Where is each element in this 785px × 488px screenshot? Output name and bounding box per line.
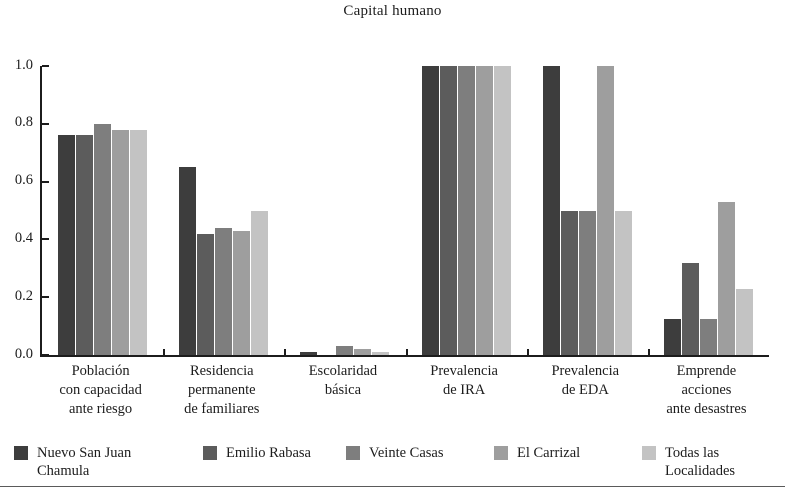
y-axis-tick-mark	[42, 296, 49, 299]
bars-row	[42, 66, 769, 355]
bar	[233, 230, 251, 355]
y-axis-tick-label: 0.4	[14, 229, 33, 246]
category-label: Población con capacidad ante riesgo	[59, 363, 142, 417]
legend-label: Todas las Localidades	[665, 445, 736, 480]
bar	[735, 288, 753, 355]
legend-label: Nuevo San Juan Chamula	[37, 445, 132, 480]
y-axis-tick-mark	[42, 65, 49, 67]
y-axis-tick-label: 0.2	[14, 287, 33, 304]
category-label: Escolaridad básica	[308, 363, 378, 398]
bar	[354, 349, 372, 355]
bar	[76, 135, 94, 355]
bottom-divider	[0, 486, 785, 487]
category-label: Prevalencia de IRA	[430, 363, 498, 398]
category-label: Prevalencia de EDA	[551, 363, 620, 398]
bar-group	[163, 66, 284, 355]
x-axis-tick-mark	[526, 349, 529, 355]
y-axis-tick-mark	[42, 180, 49, 183]
legend-swatch-icon	[14, 446, 28, 460]
bar	[596, 66, 614, 355]
category-label: Emprende acciones ante desastres	[666, 363, 747, 417]
bar	[542, 66, 560, 355]
category-label: Residencia permanente de familiares	[184, 363, 260, 417]
bar-group	[527, 66, 648, 355]
bar	[336, 346, 354, 355]
legend-label: El Carrizal	[517, 445, 581, 461]
bar	[130, 129, 148, 355]
legend-swatch-icon	[346, 446, 360, 460]
legend-swatch-icon	[203, 446, 217, 460]
bar	[58, 135, 76, 355]
bar-group	[648, 66, 769, 355]
y-axis-tick-mark	[42, 122, 49, 125]
bar	[681, 262, 699, 355]
category-labels: Población con capacidad ante riesgo Residen…	[40, 362, 767, 419]
bar	[457, 66, 475, 355]
chart-title: Capital humano	[343, 3, 442, 19]
legend-item: Emilio Rabasa	[203, 444, 311, 462]
bar	[251, 210, 269, 355]
legend-label: Veinte Casas	[369, 445, 444, 461]
legend-item: El Carrizal	[494, 444, 580, 462]
x-axis-tick-mark	[163, 349, 166, 355]
bar	[94, 123, 112, 355]
bar	[699, 318, 717, 355]
x-axis-tick-mark	[647, 349, 650, 355]
y-axis-labels: 0.0 0.2 0.4 0.6 0.8 1.0	[0, 57, 33, 360]
bar	[439, 66, 457, 355]
bar	[578, 210, 596, 355]
x-axis-tick-mark	[405, 349, 408, 355]
y-axis-tick-label: 0.8	[14, 114, 33, 131]
legend-label: Emilio Rabasa	[226, 445, 311, 461]
y-axis-tick-label: 0.0	[14, 345, 33, 362]
legend-item: Nuevo San Juan Chamula	[14, 444, 131, 480]
legend-swatch-icon	[494, 446, 508, 460]
plot-area	[40, 65, 769, 357]
bar-group	[406, 66, 527, 355]
bar	[197, 233, 215, 355]
bar	[421, 66, 439, 355]
y-axis-tick-label: 0.6	[14, 172, 33, 189]
y-axis-tick-mark	[42, 354, 49, 356]
bar	[215, 227, 233, 355]
bar-group	[284, 66, 405, 355]
bar	[112, 129, 130, 355]
bar	[717, 201, 735, 355]
legend-item: Todas las Localidades	[642, 444, 735, 480]
bar	[300, 352, 318, 355]
x-axis-tick-mark	[284, 349, 287, 355]
bar	[179, 167, 197, 355]
bar	[663, 318, 681, 355]
y-axis-tick-label: 1.0	[14, 56, 33, 73]
bar	[372, 352, 390, 355]
bar-group	[42, 66, 163, 355]
bar	[614, 210, 632, 355]
y-axis-tick-mark	[42, 238, 49, 241]
bar	[493, 66, 511, 355]
bar	[560, 210, 578, 355]
legend-item: Veinte Casas	[346, 444, 444, 462]
bar	[475, 66, 493, 355]
legend-swatch-icon	[642, 446, 656, 460]
legend: Nuevo San Juan Chamula Emilio Rabasa Veinte…	[0, 444, 785, 482]
